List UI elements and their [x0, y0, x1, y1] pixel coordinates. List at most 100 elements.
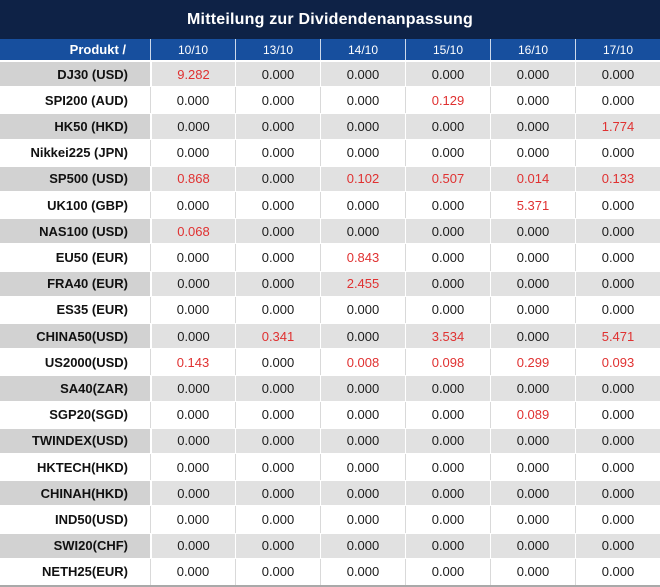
table-row: NAS100 (USD) 0.068 0.000 0.000 0.000 0.000 0.0… [0, 218, 660, 245]
dividend-value-cell: 0.000 [235, 166, 320, 191]
dividend-value-cell: 0.068 [150, 219, 235, 244]
column-header-date: 16/10 [490, 39, 575, 60]
dividend-value-cell: 0.299 [490, 349, 575, 376]
dividend-value-cell: 0.000 [490, 62, 575, 87]
dividend-value-cell: 0.843 [320, 244, 405, 271]
dividend-value-cell: 0.000 [490, 558, 575, 585]
product-name-cell: SP500 (USD) [0, 166, 150, 191]
dividend-value-cell: 0.000 [235, 454, 320, 481]
dividend-value-cell: 0.000 [405, 139, 490, 166]
dividend-value-cell: 0.000 [405, 296, 490, 323]
dividend-value-cell: 0.000 [235, 87, 320, 114]
table-row: DJ30 (USD) 9.282 0.000 0.000 0.000 0.000 0.000 [0, 61, 660, 88]
column-header-date: 15/10 [405, 39, 490, 60]
product-name-cell: DJ30 (USD) [0, 62, 150, 87]
dividend-value-cell: 0.000 [235, 271, 320, 296]
dividend-value-cell: 0.000 [150, 506, 235, 533]
dividend-value-cell: 0.000 [490, 219, 575, 244]
product-name-cell: IND50(USD) [0, 506, 150, 533]
dividend-value-cell: 0.000 [575, 558, 660, 585]
dividend-value-cell: 0.000 [235, 376, 320, 401]
dividend-value-cell: 0.000 [490, 533, 575, 558]
dividend-value-cell: 0.014 [490, 166, 575, 191]
dividend-value-cell: 0.000 [150, 533, 235, 558]
page-title: Mitteilung zur Dividendenanpassung [187, 10, 473, 28]
product-name-cell: FRA40 (EUR) [0, 271, 150, 296]
dividend-value-cell: 0.000 [575, 454, 660, 481]
table-row: SPI200 (AUD) 0.000 0.000 0.000 0.129 0.000 0.0… [0, 87, 660, 114]
dividend-value-cell: 0.008 [320, 349, 405, 376]
table-row: IND50(USD) 0.000 0.000 0.000 0.000 0.000 0.000 [0, 506, 660, 533]
dividend-value-cell: 0.000 [490, 428, 575, 453]
dividend-value-cell: 0.000 [575, 87, 660, 114]
dividend-value-cell: 1.774 [575, 114, 660, 139]
dividend-value-cell: 0.000 [320, 428, 405, 453]
product-name-cell: CHINAH(HKD) [0, 481, 150, 506]
product-name-cell: HK50 (HKD) [0, 114, 150, 139]
dividend-value-cell: 0.000 [150, 271, 235, 296]
dividend-value-cell: 0.000 [575, 376, 660, 401]
table-row: Nikkei225 (JPN) 0.000 0.000 0.000 0.000 0.000… [0, 139, 660, 166]
dividend-value-cell: 0.868 [150, 166, 235, 191]
dividend-value-cell: 0.000 [490, 481, 575, 506]
dividend-value-cell: 3.534 [405, 324, 490, 349]
dividend-value-cell: 0.000 [405, 454, 490, 481]
dividend-value-cell: 0.000 [150, 401, 235, 428]
dividend-value-cell: 0.000 [405, 271, 490, 296]
dividend-value-cell: 0.000 [405, 114, 490, 139]
dividend-value-cell: 0.000 [320, 533, 405, 558]
table-row: SP500 (USD) 0.868 0.000 0.102 0.507 0.014 0.13… [0, 165, 660, 192]
table-row: TWINDEX(USD) 0.000 0.000 0.000 0.000 0.000 0.0… [0, 427, 660, 454]
table-row: NETH25(EUR) 0.000 0.000 0.000 0.000 0.000 0.00… [0, 558, 660, 585]
dividend-value-cell: 0.000 [405, 558, 490, 585]
product-name-cell: Nikkei225 (JPN) [0, 139, 150, 166]
dividend-value-cell: 0.000 [490, 139, 575, 166]
product-name-cell: ES35 (EUR) [0, 296, 150, 323]
dividend-value-cell: 0.000 [490, 454, 575, 481]
dividend-value-cell: 0.133 [575, 166, 660, 191]
dividend-value-cell: 0.000 [150, 114, 235, 139]
dividend-value-cell: 0.000 [150, 558, 235, 585]
dividend-value-cell: 0.000 [490, 244, 575, 271]
dividend-value-cell: 0.000 [575, 62, 660, 87]
table-row: EU50 (EUR) 0.000 0.000 0.843 0.000 0.000 0.000 [0, 244, 660, 271]
column-header-date: 17/10 [575, 39, 660, 60]
dividend-value-cell: 0.000 [320, 558, 405, 585]
dividend-value-cell: 0.000 [235, 401, 320, 428]
dividend-value-cell: 0.000 [575, 296, 660, 323]
dividend-value-cell: 0.000 [235, 219, 320, 244]
dividend-value-cell: 0.000 [320, 192, 405, 219]
dividend-value-cell: 0.000 [235, 296, 320, 323]
dividend-value-cell: 2.455 [320, 271, 405, 296]
table-body: DJ30 (USD) 9.282 0.000 0.000 0.000 0.000 0.000… [0, 61, 660, 585]
dividend-value-cell: 0.000 [490, 506, 575, 533]
dividend-value-cell: 0.000 [235, 481, 320, 506]
dividend-value-cell: 0.000 [320, 139, 405, 166]
dividend-value-cell: 0.000 [575, 271, 660, 296]
table-row: SGP20(SGD) 0.000 0.000 0.000 0.000 0.089 0.000 [0, 401, 660, 428]
dividend-value-cell: 0.000 [575, 533, 660, 558]
dividend-value-cell: 0.000 [490, 114, 575, 139]
dividend-value-cell: 0.000 [150, 192, 235, 219]
product-name-cell: SA40(ZAR) [0, 376, 150, 401]
dividend-value-cell: 0.000 [320, 324, 405, 349]
dividend-value-cell: 0.098 [405, 349, 490, 376]
dividend-value-cell: 0.000 [320, 376, 405, 401]
column-header-date: 10/10 [150, 39, 235, 60]
dividend-value-cell: 0.000 [150, 454, 235, 481]
table-row: FRA40 (EUR) 0.000 0.000 2.455 0.000 0.000 0.00… [0, 270, 660, 297]
table-row: SWI20(CHF) 0.000 0.000 0.000 0.000 0.000 0.000 [0, 532, 660, 559]
product-name-cell: NETH25(EUR) [0, 558, 150, 585]
dividend-value-cell: 0.000 [490, 87, 575, 114]
dividend-value-cell: 0.000 [405, 62, 490, 87]
product-name-cell: EU50 (EUR) [0, 244, 150, 271]
dividend-value-cell: 0.093 [575, 349, 660, 376]
dividend-value-cell: 0.000 [490, 271, 575, 296]
dividend-value-cell: 0.000 [405, 244, 490, 271]
dividend-value-cell: 0.000 [575, 192, 660, 219]
dividend-value-cell: 0.000 [405, 533, 490, 558]
dividend-value-cell: 0.000 [235, 428, 320, 453]
dividend-value-cell: 0.000 [150, 428, 235, 453]
dividend-value-cell: 0.000 [320, 114, 405, 139]
